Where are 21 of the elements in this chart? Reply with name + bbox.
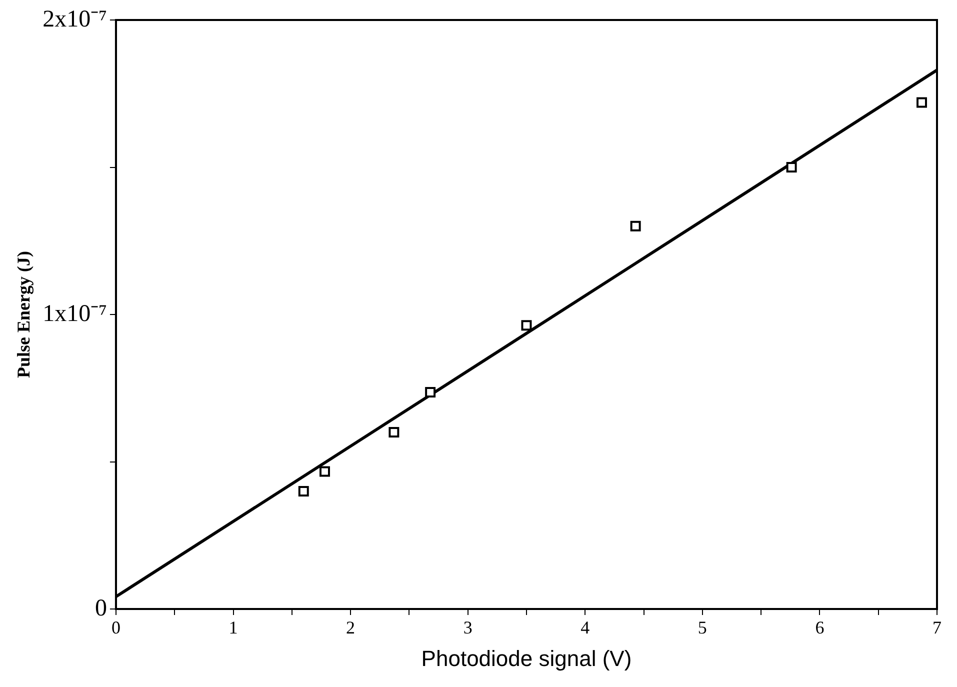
- point: [521, 320, 532, 331]
- point: [786, 162, 797, 172]
- x-tick-label: 7: [932, 618, 942, 638]
- x-tick-label: 2: [346, 618, 356, 638]
- point: [630, 220, 641, 232]
- x-tick-label: 1: [228, 618, 238, 638]
- x-tick-label: 0: [111, 618, 120, 638]
- point: [298, 486, 309, 496]
- point: [320, 466, 330, 477]
- x-tick-label: 5: [698, 618, 707, 638]
- x-tick-label: 6: [815, 618, 824, 638]
- y-tick-label: 0: [94, 595, 107, 622]
- point: [388, 427, 400, 438]
- y-tick-label: 2x10⁻⁷: [42, 6, 107, 32]
- point: [916, 97, 927, 108]
- y-tick-label: 1x10⁻⁷: [42, 300, 107, 327]
- x-tick-label: 3: [463, 618, 472, 638]
- x-tick-label: 4: [580, 618, 590, 638]
- y-axis-title: Pulse Energy (J): [13, 251, 34, 378]
- point: [425, 387, 436, 398]
- x-axis-title: Photodiode signal (V): [421, 646, 632, 671]
